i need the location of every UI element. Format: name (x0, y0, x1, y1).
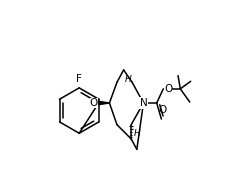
Text: O: O (158, 105, 166, 115)
Text: N: N (139, 98, 147, 108)
Text: O: O (164, 84, 172, 94)
Text: H: H (133, 129, 140, 138)
Text: F: F (76, 74, 82, 84)
Polygon shape (98, 101, 109, 105)
Text: H: H (124, 75, 131, 84)
Text: O: O (90, 98, 98, 108)
